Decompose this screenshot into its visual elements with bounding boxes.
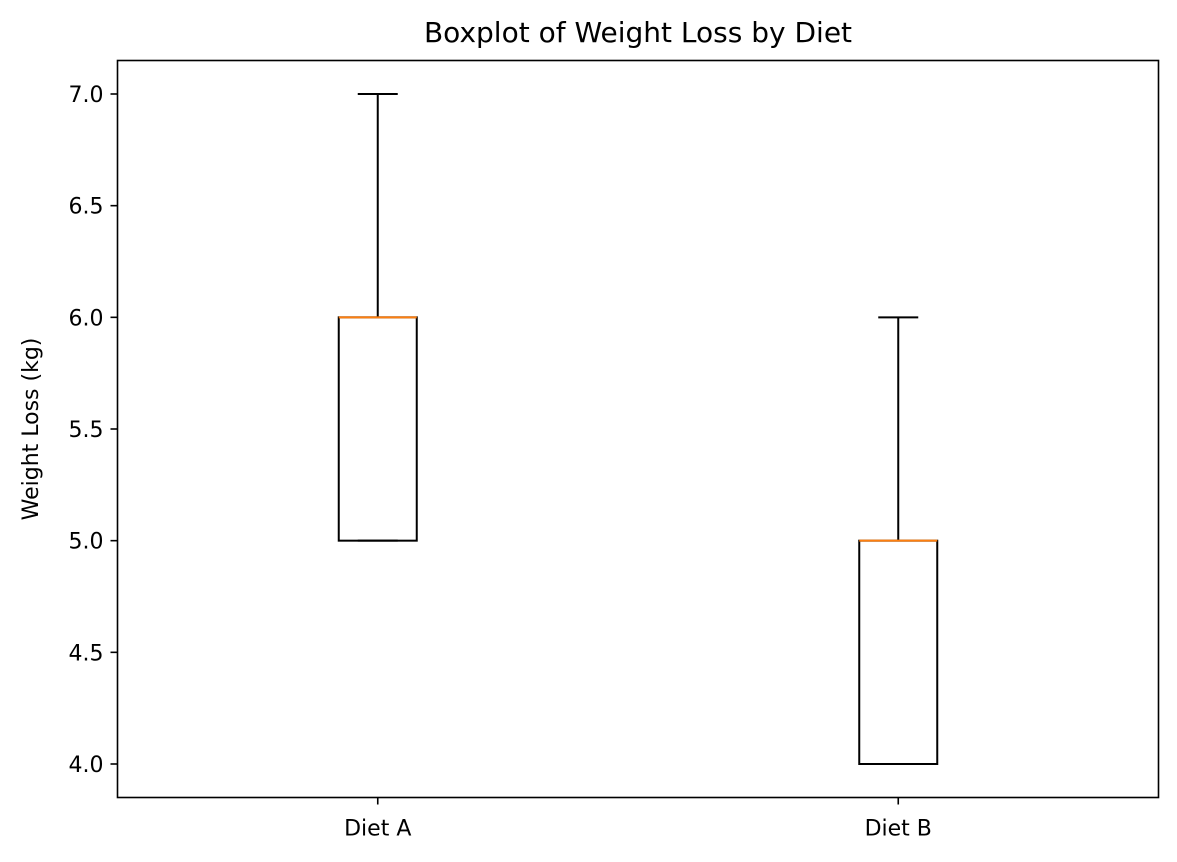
y-axis-ticks: 4.0 4.5 5.0 5.5 6.0 6.5 7.0 [69,83,118,778]
y-tick-label: 7.0 [69,83,104,108]
y-tick-label: 6.0 [69,306,104,331]
box-series [337,93,939,766]
y-tick-label: 5.0 [69,530,104,555]
chart-title: Boxplot of Weight Loss by Diet [424,16,852,49]
box-iqr [337,316,418,542]
y-tick-label: 4.5 [69,641,104,666]
plot-area-frame [116,59,1160,799]
x-tick-label: Diet A [344,817,411,842]
x-axis-ticks: Diet A Diet B [344,797,932,842]
y-axis-label: Weight Loss (kg) [19,338,44,521]
x-tick-label: Diet B [865,817,932,842]
y-tick-label: 4.0 [69,753,104,778]
box-diet-a [337,93,418,542]
y-tick-label: 5.5 [69,418,104,443]
box-iqr [858,539,939,766]
y-tick-label: 6.5 [69,195,104,220]
box-diet-b [858,316,939,766]
